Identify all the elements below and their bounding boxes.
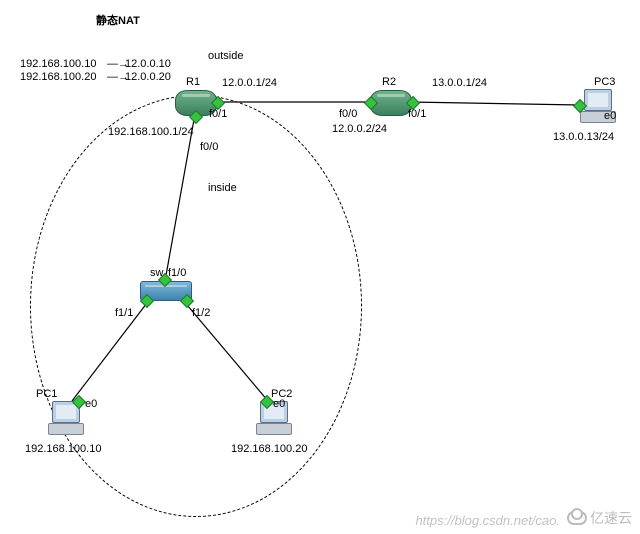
r2-f00: f0/0	[339, 108, 357, 120]
r2-label: R2	[382, 76, 396, 88]
r1-f01: f0/1	[209, 108, 227, 120]
nat-row-1-inside: 192.168.100.20	[20, 71, 96, 83]
pc1-e0: e0	[85, 398, 97, 410]
nat-row-1-outside: 12.0.0.20	[125, 71, 171, 83]
ip-r2-right: 13.0.0.1/24	[432, 77, 487, 89]
pc3-label: PC3	[594, 76, 615, 88]
ip-r1-in: 192.168.100.1/24	[108, 126, 194, 138]
r2-f01: f0/1	[408, 108, 426, 120]
pc2-ip: 192.168.100.20	[231, 443, 307, 455]
sw-f11: f1/1	[115, 307, 133, 319]
pc2-e0: e0	[273, 398, 285, 410]
pc3-ip: 13.0.0.13/24	[553, 131, 614, 143]
pc3-e0: e0	[604, 110, 616, 122]
nat-row-0-inside: 192.168.100.10	[20, 58, 96, 70]
watermark: https://blog.csdn.net/cao.	[415, 513, 560, 528]
inside-label: inside	[208, 182, 237, 194]
brand-logo: 亿速云	[567, 508, 632, 528]
pc1-label: PC1	[36, 388, 57, 400]
outside-label: outside	[208, 50, 243, 62]
r1-f00: f0/0	[200, 141, 218, 153]
brand-text: 亿速云	[590, 510, 632, 526]
canvas: 静态NAT 192.168.100.10 —→ 12.0.0.10 192.16…	[0, 0, 640, 534]
nat-row-0-outside: 12.0.0.10	[125, 58, 171, 70]
r1-label: R1	[186, 76, 200, 88]
cloud-icon	[567, 511, 587, 525]
diagram-title: 静态NAT	[96, 12, 140, 28]
sw-f12: f1/2	[192, 307, 210, 319]
ip-r1-out: 12.0.0.1/24	[222, 77, 277, 89]
sw-f10: f1/0	[168, 267, 186, 279]
pc1-ip: 192.168.100.10	[25, 443, 101, 455]
ip-r2-left: 12.0.0.2/24	[332, 123, 387, 135]
